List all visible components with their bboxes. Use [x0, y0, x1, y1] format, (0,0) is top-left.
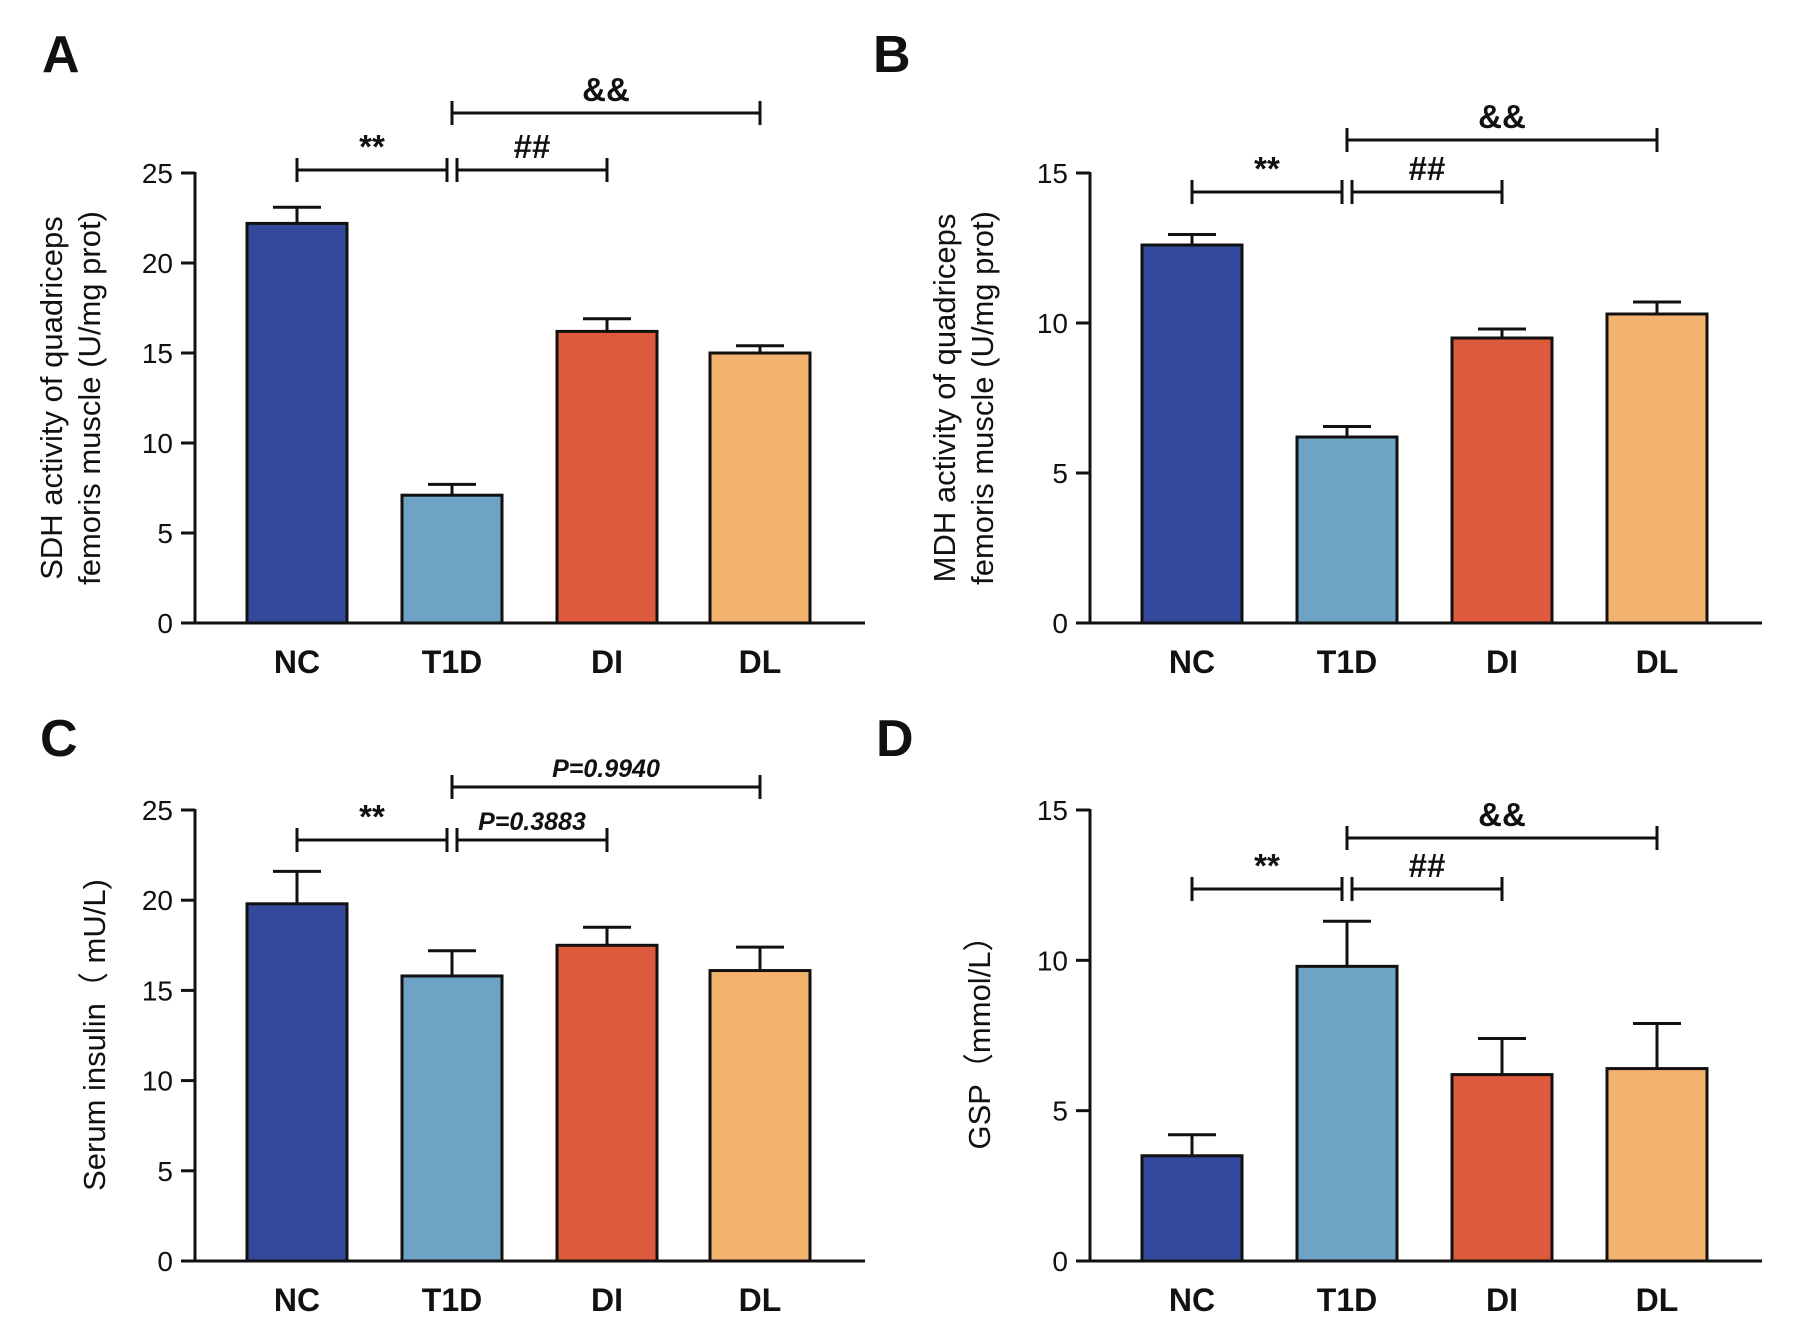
bar-t1d — [400, 493, 504, 625]
y-tick-label: 5 — [1052, 458, 1068, 489]
significance-bracket: ## — [1350, 847, 1504, 901]
y-tick-label: 0 — [157, 1246, 173, 1277]
significance-bracket: && — [450, 71, 762, 125]
y-tick-label: 0 — [1052, 608, 1068, 639]
significance-label: ** — [1254, 847, 1280, 884]
panel-d: D 0 5 10 15 GSP（mmol/L） NC T1D DI DL ** ## && — [876, 710, 1762, 1318]
significance-label: ## — [1409, 150, 1446, 187]
significance-bracket: ** — [1190, 150, 1344, 204]
bar-dl — [708, 969, 812, 1263]
x-category-label: DI — [1486, 1282, 1518, 1318]
bar-di — [1450, 1073, 1554, 1263]
x-category-label: DL — [1636, 644, 1679, 680]
bar-dl — [1605, 1067, 1709, 1263]
significance-bracket: ** — [295, 128, 449, 182]
y-axis-title: GSP（mmol/L） — [962, 920, 997, 1149]
y-tick-label: 15 — [1037, 795, 1068, 826]
y-tick-label: 15 — [142, 338, 173, 369]
y-tick-label: 25 — [142, 795, 173, 826]
significance-label: && — [1478, 98, 1526, 135]
y-axis-title-line: femoris muscle (U/mg prot) — [965, 211, 1000, 585]
significance-label: ## — [514, 128, 551, 165]
bar-t1d — [400, 974, 504, 1263]
bar-dl — [708, 351, 812, 625]
bar-nc — [1140, 243, 1244, 625]
x-category-label: NC — [1169, 644, 1215, 680]
significance-label: && — [582, 71, 630, 108]
x-category-label: DL — [1636, 1282, 1679, 1318]
significance-bracket: P=0.3883 — [455, 808, 609, 852]
x-category-label: T1D — [1317, 644, 1377, 680]
significance-label: ** — [359, 798, 385, 835]
significance-label: ** — [1254, 150, 1280, 187]
y-tick-label: 10 — [142, 1066, 173, 1097]
significance-bracket: && — [1345, 796, 1659, 850]
bar-di — [1450, 336, 1554, 625]
y-tick-label: 10 — [1037, 945, 1068, 976]
x-category-label: T1D — [422, 644, 482, 680]
x-category-label: DL — [739, 644, 782, 680]
y-axis-title-line: Serum insulin（ mU/L) — [77, 879, 112, 1191]
significance-bracket: ## — [455, 128, 609, 182]
bar-nc — [245, 902, 349, 1263]
significance-label: && — [1478, 796, 1526, 833]
y-tick-label: 0 — [157, 608, 173, 639]
y-axis-title-line: SDH activity of quadriceps — [34, 216, 69, 580]
significance-label: ** — [359, 128, 385, 165]
bar-dl — [1605, 312, 1709, 625]
y-axis-title-line: MDH activity of quadriceps — [927, 214, 962, 583]
y-tick-label: 10 — [1037, 308, 1068, 339]
panel-b: B 0 5 10 15 MDH activity of quadricepsfemoris… — [873, 26, 1762, 680]
x-category-label: NC — [274, 1282, 320, 1318]
significance-bracket: && — [1345, 98, 1659, 152]
significance-label: P=0.3883 — [478, 808, 586, 836]
panel-letter: C — [40, 710, 78, 768]
y-tick-label: 10 — [142, 428, 173, 459]
panel-letter: A — [42, 26, 80, 84]
x-category-label: DI — [591, 644, 623, 680]
bar-di — [555, 943, 659, 1263]
x-category-label: DI — [1486, 644, 1518, 680]
bar-nc — [1140, 1154, 1244, 1263]
y-tick-label: 20 — [142, 885, 173, 916]
significance-label: P=0.9940 — [552, 755, 660, 783]
bar-di — [555, 329, 659, 625]
significance-bracket: ** — [295, 798, 449, 852]
y-axis-title-line: femoris muscle (U/mg prot) — [72, 211, 107, 585]
x-category-label: T1D — [422, 1282, 482, 1318]
panel-letter: D — [876, 710, 914, 768]
y-tick-label: 15 — [142, 975, 173, 1006]
y-axis-title-line: GSP（mmol/L） — [962, 920, 997, 1149]
x-category-label: NC — [1169, 1282, 1215, 1318]
y-axis-title: SDH activity of quadricepsfemoris muscle… — [34, 211, 107, 585]
panel-a: A 0 5 10 15 20 25 SDH activity of quadricepsfem… — [34, 26, 865, 680]
significance-label: ## — [1409, 847, 1446, 884]
bar-t1d — [1295, 435, 1399, 625]
x-category-label: T1D — [1317, 1282, 1377, 1318]
y-tick-label: 15 — [1037, 158, 1068, 189]
bar-t1d — [1295, 964, 1399, 1263]
y-tick-label: 5 — [157, 1156, 173, 1187]
panel-letter: B — [873, 26, 911, 84]
y-axis-title: MDH activity of quadricepsfemoris muscle… — [927, 211, 1000, 585]
panel-c: C 0 5 10 15 20 25 Serum insulin（ mU/L) NC T1D DI DL… — [40, 710, 865, 1318]
y-tick-label: 20 — [142, 248, 173, 279]
x-category-label: DI — [591, 1282, 623, 1318]
bar-nc — [245, 221, 349, 625]
significance-bracket: P=0.9940 — [450, 755, 762, 799]
significance-bracket: ## — [1350, 150, 1504, 204]
y-tick-label: 5 — [1052, 1096, 1068, 1127]
y-tick-label: 25 — [142, 158, 173, 189]
y-tick-label: 0 — [1052, 1246, 1068, 1277]
y-tick-label: 5 — [157, 518, 173, 549]
y-axis-title: Serum insulin（ mU/L) — [77, 879, 112, 1191]
x-category-label: NC — [274, 644, 320, 680]
significance-bracket: ** — [1190, 847, 1344, 901]
x-category-label: DL — [739, 1282, 782, 1318]
